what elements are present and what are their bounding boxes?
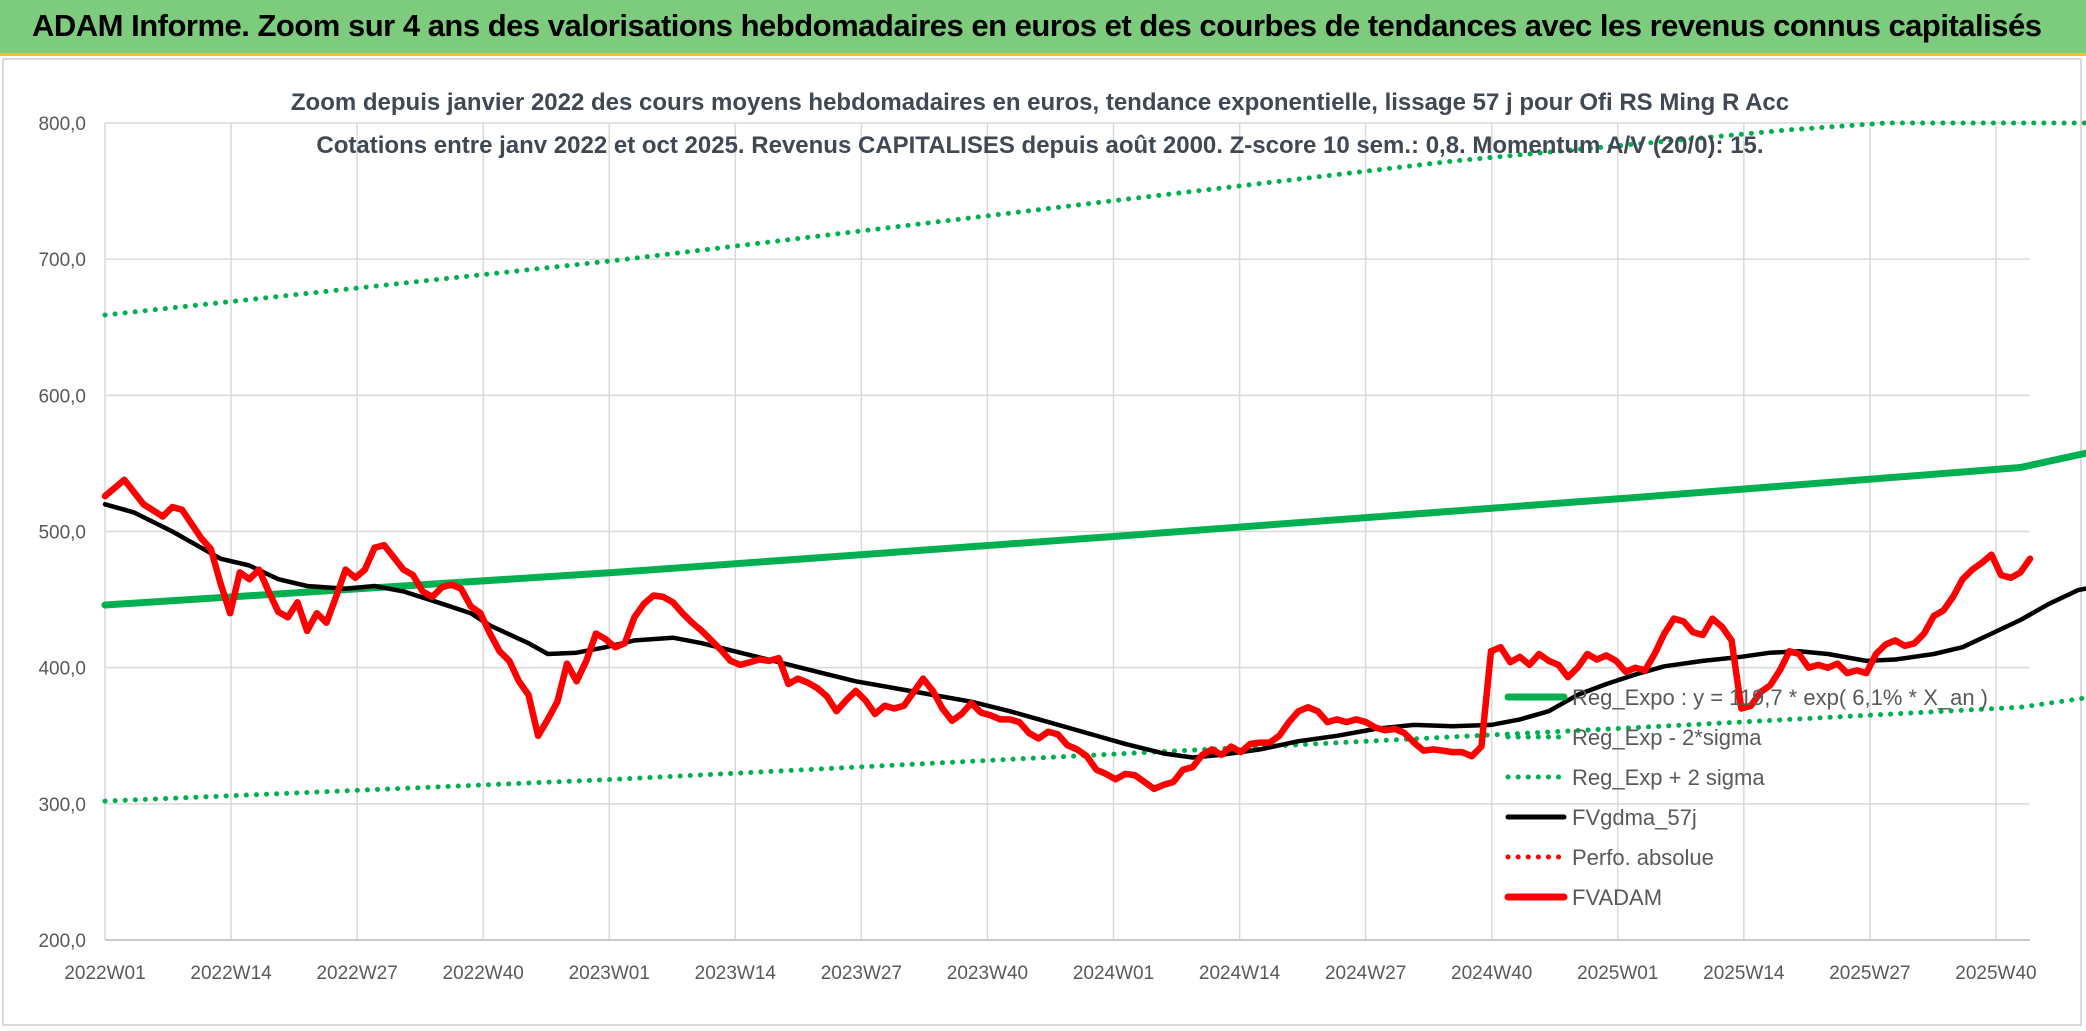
- x-tick-label: 2022W01: [64, 963, 145, 984]
- series-line-fvadam-5: [101, 476, 2034, 793]
- x-tick-label: 2023W14: [695, 963, 777, 984]
- series-lines: [101, 120, 2086, 804]
- y-tick-label: 500,0: [38, 523, 86, 544]
- x-axis-ticks: 2022W01 2022W14 2022W27 2022W40 2023W01 2023W…: [64, 963, 2036, 984]
- x-tick-label: 2022W40: [443, 963, 524, 984]
- x-tick-label: 2024W27: [1325, 963, 1406, 984]
- grid-lines: [104, 122, 2030, 941]
- legend-entry-label: FVADAM: [1572, 885, 1662, 910]
- x-tick-label: 2023W27: [821, 963, 902, 984]
- series-line-reg_expo-0: [101, 449, 2086, 609]
- report-banner: ADAM Informe. Zoom sur 4 ans des valoris…: [0, 0, 2086, 56]
- series-line-reg_exp-2: [102, 120, 2086, 318]
- y-tick-label: 300,0: [38, 795, 86, 816]
- legend-entry-label: Reg_Exp - 2*sigma: [1572, 725, 1762, 750]
- x-tick-label: 2022W27: [316, 963, 397, 984]
- chart-title: Zoom depuis janvier 2022 des cours moyen…: [291, 89, 1789, 116]
- x-tick-label: 2024W40: [1451, 963, 1532, 984]
- y-tick-label: 600,0: [38, 386, 86, 407]
- x-tick-label: 2022W14: [190, 963, 272, 984]
- chart-titles: Zoom depuis janvier 2022 des cours moyen…: [291, 89, 1789, 159]
- x-tick-label: 2025W40: [1955, 963, 2036, 984]
- x-tick-label: 2023W40: [947, 963, 1028, 984]
- y-tick-label: 700,0: [38, 250, 86, 271]
- x-tick-label: 2025W01: [1577, 963, 1658, 984]
- x-tick-label: 2023W01: [569, 963, 650, 984]
- x-tick-label: 2024W01: [1073, 963, 1154, 984]
- chart-frame: [2, 58, 2082, 1026]
- y-tick-label: 800,0: [38, 114, 86, 135]
- chart-subtitle: Cotations entre janv 2022 et oct 2025. R…: [316, 132, 1763, 159]
- y-tick-label: 400,0: [38, 659, 86, 680]
- report-title: ADAM Informe. Zoom sur 4 ans des valoris…: [32, 8, 2042, 43]
- y-tick-label: 200,0: [38, 931, 86, 952]
- legend-entry-label: FVgdma_57j: [1572, 805, 1697, 830]
- legend-entry-label: Reg_Expo : y = 119,7 * exp( 6,1% * X_an …: [1572, 685, 1988, 710]
- y-axis-ticks: 800,0 700,0 600,0 500,0 400,0 300,0 200,0: [38, 114, 86, 952]
- x-tick-label: 2024W14: [1199, 963, 1281, 984]
- series-line-reg_exp-1: [102, 695, 2086, 804]
- legend-entry-label: Perfo. absolue: [1572, 845, 1714, 870]
- x-tick-label: 2025W27: [1829, 963, 1910, 984]
- x-tick-label: 2025W14: [1703, 963, 1785, 984]
- series-line-fvgdma_57j-3: [102, 502, 2086, 760]
- legend-entry-label: Reg_Exp + 2 sigma: [1572, 765, 1765, 790]
- legend: Reg_Expo : y = 119,7 * exp( 6,1% * X_an …: [1504, 685, 1988, 910]
